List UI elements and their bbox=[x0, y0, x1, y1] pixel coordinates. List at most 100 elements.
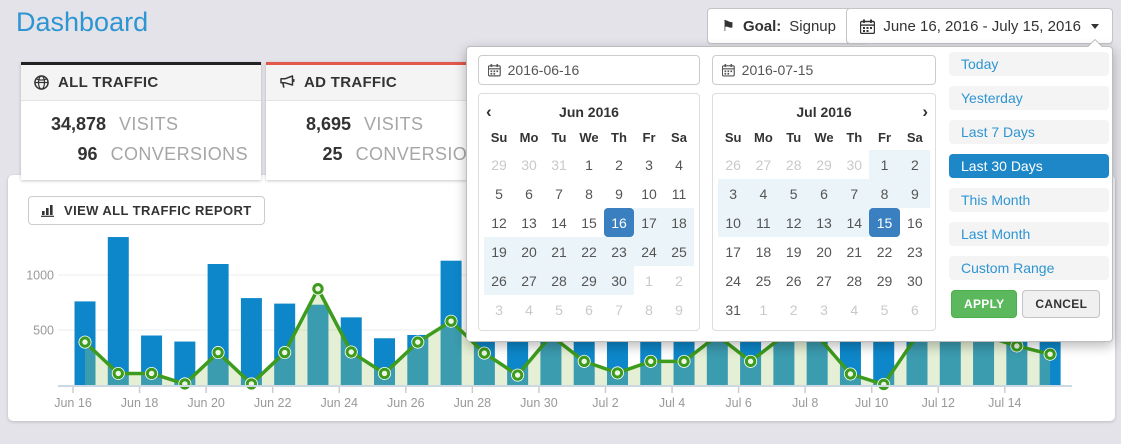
calendar-day[interactable]: 23 bbox=[907, 243, 923, 260]
calendar-day[interactable]: 30 bbox=[521, 156, 537, 173]
calendar-day[interactable]: 1 bbox=[869, 150, 900, 179]
calendar-day[interactable]: 28 bbox=[785, 156, 802, 173]
calendar-day[interactable]: 1 bbox=[645, 272, 653, 289]
calendar-day[interactable]: 6 bbox=[808, 179, 840, 208]
calendar-day[interactable]: 13 bbox=[521, 214, 537, 231]
calendar-day[interactable]: 30 bbox=[907, 272, 923, 289]
calendar-day[interactable]: 17 bbox=[634, 208, 664, 237]
calendar-day[interactable]: 8 bbox=[645, 301, 653, 318]
calendar-day[interactable]: 29 bbox=[491, 156, 507, 173]
calendar-day[interactable]: 30 bbox=[846, 156, 863, 173]
calendar-day[interactable]: 25 bbox=[755, 272, 772, 289]
calendar-day[interactable]: 30 bbox=[604, 266, 634, 295]
calendar-day[interactable]: 27 bbox=[816, 272, 832, 289]
calendar-day[interactable]: 31 bbox=[725, 301, 741, 318]
calendar-day[interactable]: 3 bbox=[718, 179, 749, 208]
calendar-day[interactable]: 9 bbox=[899, 179, 930, 208]
calendar-day[interactable]: 14 bbox=[551, 214, 567, 231]
range-item-yesterday[interactable]: Yesterday bbox=[949, 86, 1109, 110]
calendar-day[interactable]: 7 bbox=[615, 301, 623, 318]
calendar-day[interactable]: 11 bbox=[671, 185, 687, 202]
calendar-day[interactable]: 26 bbox=[484, 266, 514, 295]
calendar-day[interactable]: 12 bbox=[491, 214, 507, 231]
range-item-custom-range[interactable]: Custom Range bbox=[949, 256, 1109, 280]
view-all-traffic-report-button[interactable]: VIEW ALL TRAFFIC REPORT bbox=[28, 196, 265, 225]
cancel-button[interactable]: CANCEL bbox=[1022, 290, 1101, 318]
calendar-day[interactable]: 2 bbox=[675, 272, 683, 289]
chevron-right-icon[interactable]: › bbox=[922, 102, 928, 121]
calendar-day[interactable]: 14 bbox=[839, 208, 870, 237]
calendar-day[interactable]: 17 bbox=[725, 243, 741, 260]
calendar-day[interactable]: 4 bbox=[525, 301, 533, 318]
calendar-day[interactable]: 5 bbox=[555, 301, 563, 318]
calendar-day[interactable]: 22 bbox=[876, 243, 893, 260]
date-range-dropdown[interactable]: June 16, 2016 - July 15, 2016 bbox=[846, 8, 1113, 44]
end-date-input[interactable] bbox=[741, 62, 926, 78]
calendar-day[interactable]: 24 bbox=[634, 237, 664, 266]
calendar-day[interactable]: 2 bbox=[899, 150, 930, 179]
calendar-day[interactable]: 5 bbox=[495, 185, 503, 202]
calendar-day[interactable]: 8 bbox=[585, 185, 593, 202]
calendar-day[interactable]: 29 bbox=[876, 272, 893, 289]
calendar-day[interactable]: 29 bbox=[816, 156, 832, 173]
calendar-day[interactable]: 28 bbox=[846, 272, 863, 289]
calendar-day[interactable]: 1 bbox=[759, 301, 768, 318]
end-date-field[interactable] bbox=[712, 55, 936, 85]
calendar-day[interactable]: 27 bbox=[514, 266, 544, 295]
calendar-day[interactable]: 5 bbox=[778, 179, 809, 208]
range-item-last-month[interactable]: Last Month bbox=[949, 222, 1109, 246]
calendar-day[interactable]: 13 bbox=[808, 208, 840, 237]
calendar-day[interactable]: 9 bbox=[615, 185, 623, 202]
calendar-day[interactable]: 3 bbox=[645, 156, 653, 173]
calendar-day[interactable]: 20 bbox=[816, 243, 832, 260]
apply-button[interactable]: APPLY bbox=[951, 290, 1018, 318]
goal-dropdown[interactable]: ⚑ Goal: Signup bbox=[707, 8, 868, 44]
calendar-day[interactable]: 7 bbox=[555, 185, 563, 202]
calendar-day[interactable]: 4 bbox=[675, 156, 683, 173]
calendar-day[interactable]: 3 bbox=[495, 301, 503, 318]
calendar-day[interactable]: 23 bbox=[604, 237, 634, 266]
calendar-day[interactable]: 6 bbox=[585, 301, 593, 318]
range-item-last-30-days[interactable]: Last 30 Days bbox=[949, 154, 1109, 178]
range-item-last-7-days[interactable]: Last 7 Days bbox=[949, 120, 1109, 144]
range-item-this-month[interactable]: This Month bbox=[949, 188, 1109, 212]
calendar-day[interactable]: 21 bbox=[544, 237, 574, 266]
calendar-day[interactable]: 24 bbox=[725, 272, 741, 289]
calendar-day[interactable]: 21 bbox=[846, 243, 863, 260]
calendar-day[interactable]: 2 bbox=[615, 156, 623, 173]
calendar-day[interactable]: 12 bbox=[778, 208, 809, 237]
calendar-day[interactable]: 6 bbox=[525, 185, 533, 202]
calendar-day[interactable]: 1 bbox=[585, 156, 593, 173]
calendar-day[interactable]: 16 bbox=[604, 208, 634, 237]
calendar-day[interactable]: 10 bbox=[641, 185, 657, 202]
calendar-day[interactable]: 2 bbox=[789, 301, 798, 318]
calendar-day[interactable]: 15 bbox=[869, 208, 900, 237]
calendar-day[interactable]: 25 bbox=[664, 237, 694, 266]
chevron-left-icon[interactable]: ‹ bbox=[486, 102, 492, 121]
calendar-day[interactable]: 28 bbox=[544, 266, 574, 295]
calendar-day[interactable]: 10 bbox=[718, 208, 749, 237]
calendar-day[interactable]: 27 bbox=[755, 156, 772, 173]
calendar-day[interactable]: 29 bbox=[574, 266, 604, 295]
calendar-day[interactable]: 7 bbox=[839, 179, 870, 208]
calendar-day[interactable]: 20 bbox=[514, 237, 544, 266]
calendar-day[interactable]: 5 bbox=[880, 301, 889, 318]
calendar-day[interactable]: 18 bbox=[755, 243, 772, 260]
calendar-day[interactable]: 19 bbox=[484, 237, 514, 266]
calendar-day[interactable]: 8 bbox=[869, 179, 900, 208]
calendar-day[interactable]: 22 bbox=[574, 237, 604, 266]
calendar-day[interactable]: 15 bbox=[581, 214, 597, 231]
calendar-day[interactable]: 26 bbox=[785, 272, 802, 289]
calendar-day[interactable]: 4 bbox=[850, 301, 859, 318]
calendar-day[interactable]: 31 bbox=[551, 156, 567, 173]
calendar-day[interactable]: 11 bbox=[748, 208, 779, 237]
start-date-field[interactable] bbox=[478, 55, 700, 85]
start-date-input[interactable] bbox=[507, 62, 690, 78]
calendar-day[interactable]: 18 bbox=[664, 208, 694, 237]
calendar-day[interactable]: 16 bbox=[907, 214, 923, 231]
calendar-day[interactable]: 6 bbox=[910, 301, 919, 318]
calendar-day[interactable]: 26 bbox=[725, 156, 741, 173]
calendar-day[interactable]: 4 bbox=[748, 179, 779, 208]
calendar-day[interactable]: 19 bbox=[785, 243, 802, 260]
calendar-day[interactable]: 9 bbox=[675, 301, 683, 318]
